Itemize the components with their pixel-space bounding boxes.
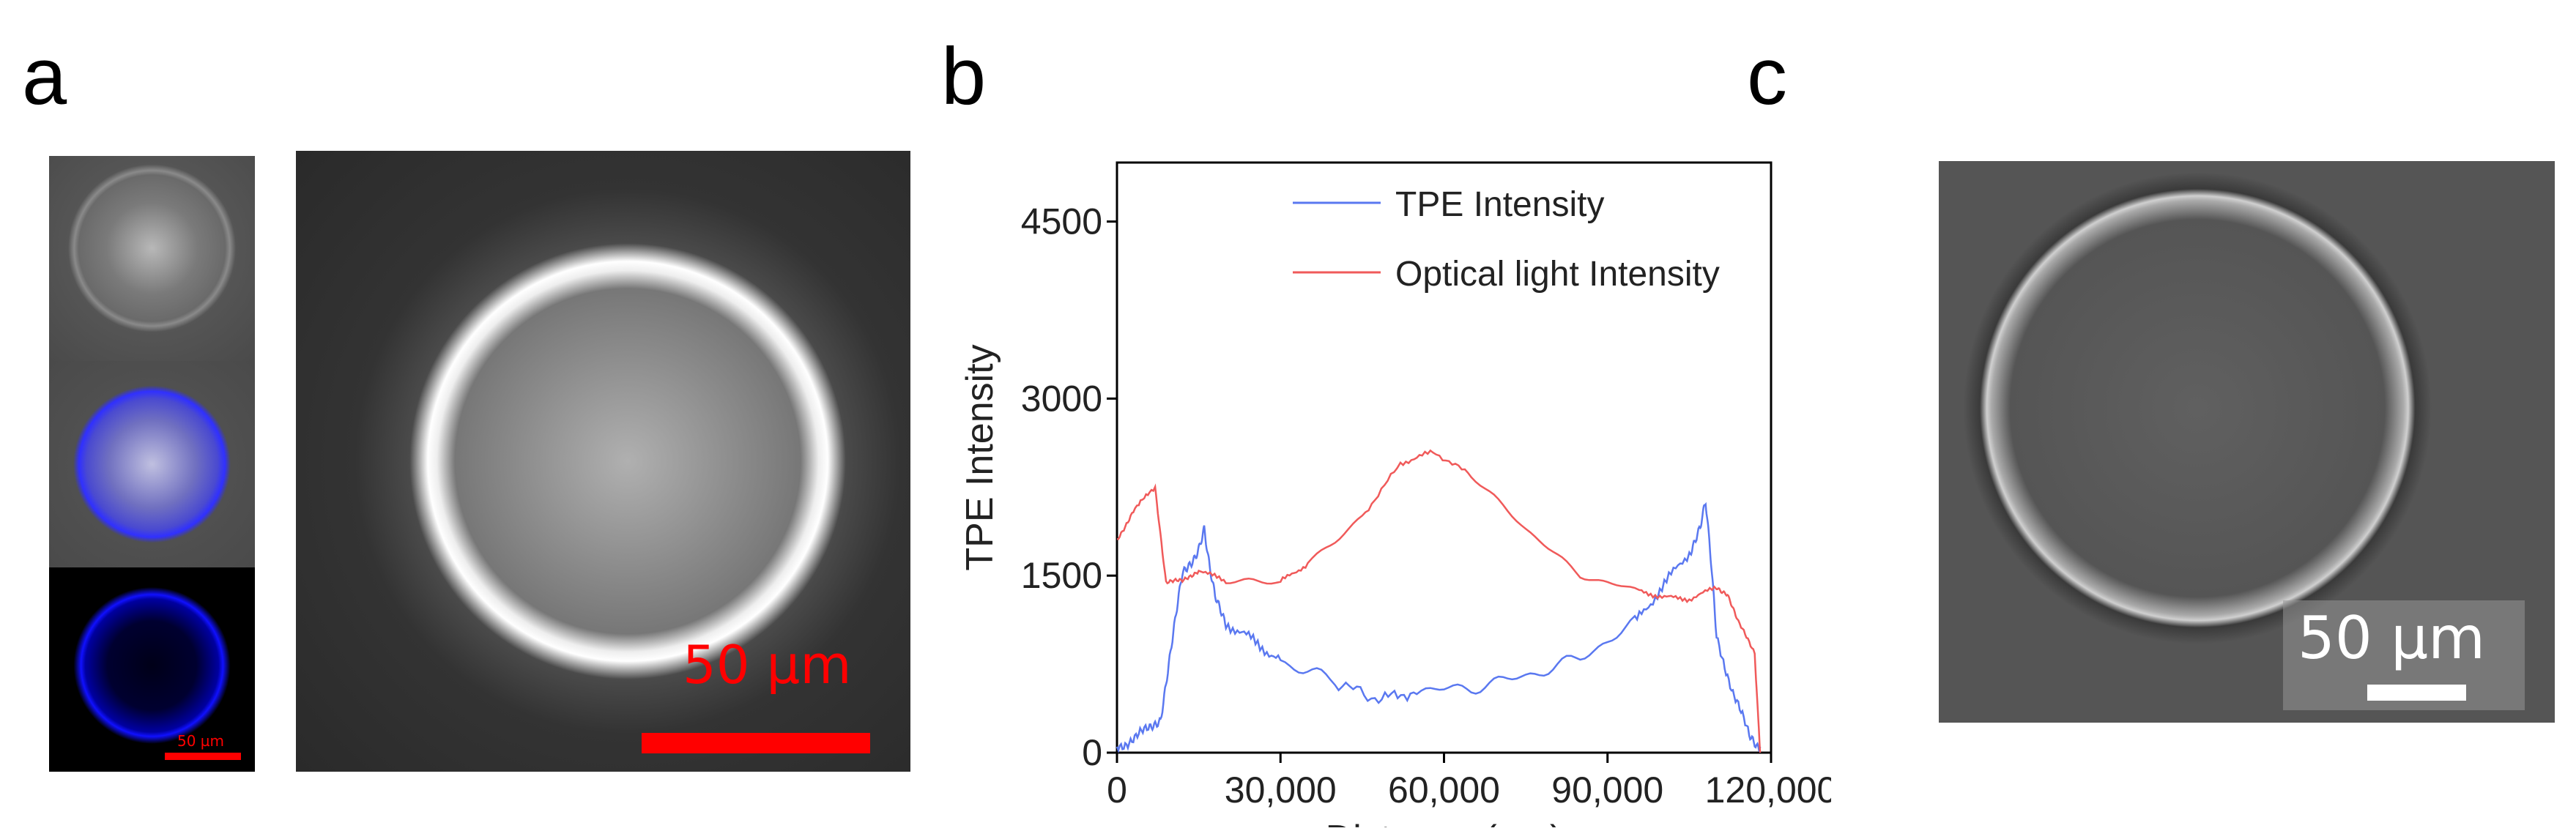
panel-label-b: b (941, 31, 987, 122)
y-tick-label: 1500 (1021, 555, 1102, 596)
x-tick-label: 0 (1107, 769, 1127, 810)
small-scalebar (165, 753, 241, 760)
large-scalebar-label: 50 µm (683, 634, 852, 696)
series-line-tpe (1116, 502, 1762, 753)
sem-image: 50 µm (1939, 161, 2555, 723)
plot-frame (1116, 161, 1773, 754)
x-tick-label: 120,000 (1705, 769, 1831, 810)
panel-label-a: a (22, 31, 67, 122)
x-tick-label: 90,000 (1551, 769, 1663, 810)
y-axis-label: TPE Intensity (959, 344, 1001, 570)
sem-scalebar (2367, 685, 2466, 701)
micrograph-brightfield-small (49, 156, 255, 361)
y-tick-label: 0 (1082, 732, 1102, 773)
x-tick-label: 30,000 (1225, 769, 1337, 810)
x-axis-label: Distance (nm) (1326, 818, 1563, 827)
large-scalebar (642, 733, 870, 753)
legend-label: TPE Intensity (1395, 185, 1604, 224)
y-tick-label: 4500 (1021, 201, 1102, 242)
micrograph-merged-small (49, 361, 255, 567)
sem-scalebar-label: 50 µm (2298, 604, 2486, 672)
micrograph-brightfield-large: 50 µm (296, 151, 910, 772)
legend-label: Optical light Intensity (1395, 255, 1720, 294)
x-tick-label: 60,000 (1388, 769, 1500, 810)
line-chart: 0 30,000 60,000 90,000 120,000 0 1500 3000 4500 D… (959, 161, 1831, 827)
series-line-optical (1116, 449, 1762, 753)
micrograph-fluorescence-small: 50 µm (49, 567, 255, 772)
panel-label-c: c (1747, 31, 1787, 122)
y-tick-label: 3000 (1021, 378, 1102, 419)
small-scalebar-label: 50 µm (177, 732, 225, 750)
